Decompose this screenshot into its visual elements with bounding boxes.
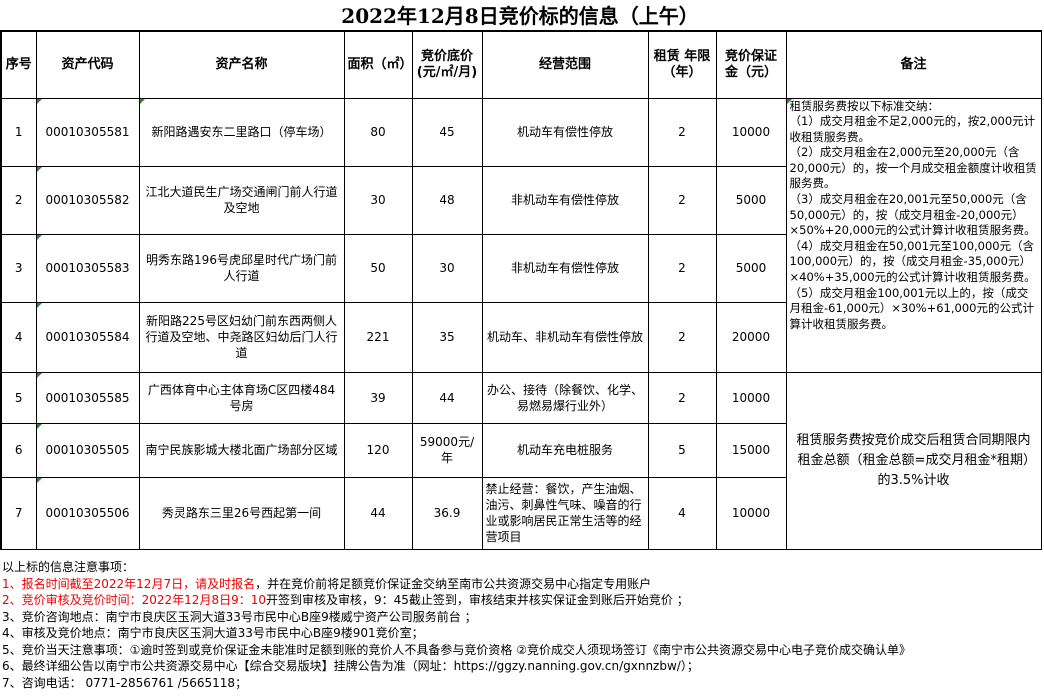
cell-scope: 机动车有偿性停放 xyxy=(481,97,649,167)
table-row: 3 00010305583 明秀东路196号虎邱星时代广场门前人行道 50 30 非机动车… xyxy=(0,233,1041,303)
cell-no: 1 xyxy=(0,97,37,167)
cell-code: 00010305505 xyxy=(35,422,140,478)
cell-years: 2 xyxy=(647,97,717,167)
sheet-title: 2022年12月8日竞价标的信息（上午） xyxy=(341,4,699,28)
note-2-highlight: 2、竞价审核及竞价时间：2022年12月8日9：10 xyxy=(2,593,266,607)
cell-no: 7 xyxy=(0,476,37,550)
cell-no: 4 xyxy=(0,301,37,373)
cell-price: 45 xyxy=(411,97,483,167)
cell-code: 00010305582 xyxy=(35,165,140,235)
table-row: 6 00010305505 南宁民族影城大楼北面广场部分区域 120 59000元/年机… xyxy=(0,422,1041,478)
cell-price: 35 xyxy=(411,301,483,373)
cell-area: 44 xyxy=(343,476,413,550)
cell-area: 39 xyxy=(343,371,413,424)
header-row: 序号 资产代码 资产名称 面积（㎡） 竞价底价(元/㎡/月) 经营范围 租赁 年… xyxy=(0,30,1042,99)
header-scope: 经营范围 xyxy=(481,30,649,99)
cell-deposit: 5000 xyxy=(715,165,787,235)
cell-deposit: 10000 xyxy=(715,97,787,167)
notes-heading: 以上标的信息注意事项： xyxy=(2,560,135,574)
cell-area: 221 xyxy=(343,301,413,373)
cell-area: 80 xyxy=(343,97,413,167)
header-name: 资产名称 xyxy=(138,30,345,99)
cell-code: 00010305506 xyxy=(35,476,140,550)
cell-years: 2 xyxy=(647,233,717,303)
cell-scope: 禁止经营：餐饮，产生油烟、油污、刺鼻性气味、噪音的行业或影响居民正常生活等的经营… xyxy=(481,476,649,550)
auction-table: 序号 资产代码 资产名称 面积（㎡） 竞价底价(元/㎡/月) 经营范围 租赁 年… xyxy=(0,30,1042,550)
note-4: 4、审核及竞价地点：南宁市良庆区玉洞大道33号市民中心B座9楼901竞价室； xyxy=(2,626,424,640)
cell-no: 5 xyxy=(0,371,37,424)
cell-years: 2 xyxy=(647,301,717,373)
cell-price: 30 xyxy=(411,233,483,303)
header-code: 资产代码 xyxy=(35,30,140,99)
header-no: 序号 xyxy=(0,30,37,99)
cell-years: 2 xyxy=(647,165,717,235)
header-deposit: 竞价保证金（元） xyxy=(715,30,787,99)
note-3: 3、竞价咨询地点：南宁市良庆区玉洞大道33号市民中心B座9楼威宁资产公司服务前台… xyxy=(2,609,477,624)
table-row: 2 00010305582 江北大道民生广场交通闸门前人行道及空地 30 48 非机动车有… xyxy=(0,165,1041,235)
cell-name: 新阳路225号区妇幼门前东西两侧人行道及空地、中尧路区妇幼后门人行道 xyxy=(138,301,345,373)
cell-price: 48 xyxy=(411,165,483,235)
cell-code: 00010305585 xyxy=(35,371,140,424)
header-remark: 备注 xyxy=(785,30,1042,99)
cell-deposit: 5000 xyxy=(715,233,787,303)
cell-price: 59000元/年 xyxy=(411,422,483,478)
cell-code: 00010305583 xyxy=(35,233,140,303)
cell-area: 30 xyxy=(343,165,413,235)
cell-years: 5 xyxy=(647,422,717,478)
note-1-text: ，并在竞价前将足额竞价保证金交纳至南市公共资源交易中心指定专用账户 xyxy=(255,576,652,591)
cell-scope: 机动车、非机动车有偿性停放 xyxy=(481,301,649,373)
cell-area: 120 xyxy=(343,422,413,478)
cell-no: 6 xyxy=(0,422,37,478)
note-6: 6、最终详细公告以南宁市公共资源交易中心【综合交易版块】挂牌公告为准（网址：ht… xyxy=(2,659,699,673)
note-2-text: 开签到审核及审核，9：45截止签到，审核结束并核实保证金到账后开始竞价 ； xyxy=(265,593,689,607)
cell-no: 2 xyxy=(0,165,37,235)
cell-scope: 非机动车有偿性停放 xyxy=(481,165,649,235)
table-row: 7 00010305506 秀灵路东三里26号西起第一间 44 36.9 禁止经营：餐饮，… xyxy=(0,476,1041,550)
note-1: 1、报名时间截至2022年12月7日，请及时报名，并在竞价前将足额竞价保证金交纳… xyxy=(2,576,911,593)
cell-name: 明秀东路196号虎邱星时代广场门前人行道 xyxy=(138,233,345,303)
remark-fee-rate: 租赁服务费按竞价成交后租赁合同期限内租金总额（租金总额=成交月租金*租期）的3.… xyxy=(785,371,1042,550)
note-7: 7、咨询电话： 0771-2856761 /5665118； xyxy=(2,675,248,690)
cell-scope: 机动车充电桩服务 xyxy=(481,422,649,478)
cell-price: 44 xyxy=(411,371,483,424)
cell-deposit: 20000 xyxy=(715,301,787,373)
cell-scope: 非机动车有偿性停放 xyxy=(481,233,649,303)
cell-deposit: 10000 xyxy=(715,371,787,424)
cell-name: 江北大道民生广场交通闸门前人行道及空地 xyxy=(138,165,345,235)
cell-name: 新阳路遇安东二里路口（停车场） xyxy=(138,97,345,167)
cell-deposit: 15000 xyxy=(715,422,787,478)
cell-years: 4 xyxy=(647,476,717,550)
cell-name: 秀灵路东三里26号西起第一间 xyxy=(138,476,345,550)
table-row: 4 00010305584 新阳路225号区妇幼门前东西两侧人行道及空地、中尧路区妇… xyxy=(0,301,1041,373)
cell-deposit: 10000 xyxy=(715,476,787,550)
cell-years: 2 xyxy=(647,371,717,424)
cell-scope: 办公、接待（除餐饮、化学、易燃易爆行业外） xyxy=(481,371,649,424)
cell-no: 3 xyxy=(0,233,37,303)
header-price: 竞价底价(元/㎡/月) xyxy=(411,30,483,99)
notes-section: 以上标的信息注意事项： 1、报名时间截至2022年12月7日，请及时报名，并在竞… xyxy=(0,559,911,691)
note-2: 2、竞价审核及竞价时间：2022年12月8日9：10开签到审核及审核，9：45截… xyxy=(2,592,911,609)
cell-name: 广西体育中心主体育场C区四楼484号房 xyxy=(138,371,345,424)
table-row: 1 00010305581 新阳路遇安东二里路口（停车场） 80 45 机动车有偿性停放 2… xyxy=(0,97,1042,373)
remark-fee-standard: 租赁服务费按以下标准交纳： （1）成交月租金不足2,000元的，按2,000元计… xyxy=(785,97,1042,373)
cell-area: 50 xyxy=(343,233,413,303)
note-5: 5、竞价当天注意事项：①逾时签到或竞价保证金未能准时足额到账的竞价人不具备参与竞… xyxy=(2,642,911,657)
cell-code: 00010305581 xyxy=(35,97,140,167)
table-row: 5 00010305585 广西体育中心主体育场C区四楼484号房 39 44 办公、接待… xyxy=(0,371,1042,550)
cell-name: 南宁民族影城大楼北面广场部分区域 xyxy=(138,422,345,478)
cell-price: 36.9 xyxy=(411,476,483,550)
note-1-highlight: 1、报名时间截至2022年12月7日，请及时报名 xyxy=(2,576,256,591)
cell-code: 00010305584 xyxy=(35,301,140,373)
header-area: 面积（㎡） xyxy=(343,30,413,99)
header-years: 租赁 年限（年） xyxy=(647,30,717,99)
